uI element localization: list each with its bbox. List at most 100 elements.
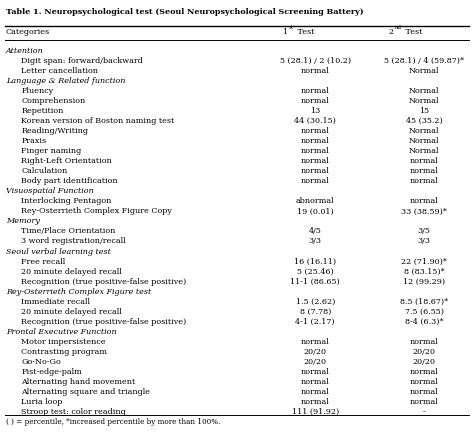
Text: Reading/Writing: Reading/Writing [21,127,88,135]
Text: 16 (16.11): 16 (16.11) [294,257,336,265]
Text: 12 (99.29): 12 (99.29) [403,277,445,285]
Text: 11-1 (86.65): 11-1 (86.65) [291,277,340,285]
Text: 33 (38.59)*: 33 (38.59)* [401,207,447,215]
Text: normal: normal [410,388,438,396]
Text: Immediate recall: Immediate recall [21,298,91,306]
Text: 20 minute delayed recall: 20 minute delayed recall [21,268,122,276]
Text: 3 word registration/recall: 3 word registration/recall [21,237,126,245]
Text: st: st [288,25,293,30]
Text: Letter cancellation: Letter cancellation [21,67,98,75]
Text: Digit span: forward/backward: Digit span: forward/backward [21,57,143,65]
Text: normal: normal [410,378,438,386]
Text: Normal: Normal [409,127,439,135]
Text: 20/20: 20/20 [413,358,436,366]
Text: 3/3: 3/3 [418,237,431,245]
Text: Right-Left Orientation: Right-Left Orientation [21,157,112,165]
Text: 44 (30.15): 44 (30.15) [294,117,336,125]
Text: 7.5 (6.55): 7.5 (6.55) [405,308,444,316]
Text: 3/5: 3/5 [418,227,431,235]
Text: normal: normal [410,167,438,175]
Text: Test: Test [403,28,422,36]
Text: Fluency: Fluency [21,87,54,95]
Text: Free recall: Free recall [21,257,65,265]
Text: Normal: Normal [409,87,439,95]
Text: Normal: Normal [409,97,439,105]
Text: 15: 15 [419,107,429,115]
Text: 8-4 (6.3)*: 8-4 (6.3)* [405,318,444,326]
Text: normal: normal [301,147,329,155]
Text: normal: normal [410,197,438,205]
Text: normal: normal [410,398,438,406]
Text: Alternating hand movement: Alternating hand movement [21,378,136,386]
Text: 13: 13 [310,107,320,115]
Text: Normal: Normal [409,67,439,75]
Text: Seoul verbal learning test: Seoul verbal learning test [6,248,110,256]
Text: 8 (7.78): 8 (7.78) [300,308,331,316]
Text: Comprehension: Comprehension [21,97,86,105]
Text: 5 (28.1) / 2 (10.2): 5 (28.1) / 2 (10.2) [280,57,351,65]
Text: Interlocking Pentagon: Interlocking Pentagon [21,197,112,205]
Text: Korean version of Boston naming test: Korean version of Boston naming test [21,117,174,125]
Text: 20 minute delayed recall: 20 minute delayed recall [21,308,122,316]
Text: Test: Test [295,28,315,36]
Text: 20/20: 20/20 [413,348,436,356]
Text: Calculation: Calculation [21,167,68,175]
Text: Motor impersistence: Motor impersistence [21,338,106,346]
Text: 111 (91.92): 111 (91.92) [292,408,339,416]
Text: Body part identification: Body part identification [21,177,118,185]
Text: normal: normal [301,368,329,376]
Text: Language & Related function: Language & Related function [6,77,125,85]
Text: Normal: Normal [409,147,439,155]
Text: Table 1. Neuropsychological test (Seoul Neuropsychological Screening Battery): Table 1. Neuropsychological test (Seoul … [6,8,363,16]
Text: Frontal Executive Function: Frontal Executive Function [6,328,116,336]
Text: 19 (0.01): 19 (0.01) [297,207,334,215]
Text: 8 (83.15)*: 8 (83.15)* [404,268,445,276]
Text: Categories: Categories [6,28,50,36]
Text: nd: nd [395,25,402,30]
Text: 22 (71.90)*: 22 (71.90)* [401,257,447,265]
Text: normal: normal [301,338,329,346]
Text: Contrasting program: Contrasting program [21,348,107,356]
Text: Visuospatial Function: Visuospatial Function [6,187,93,195]
Text: normal: normal [301,398,329,406]
Text: normal: normal [301,67,329,75]
Text: 20/20: 20/20 [304,348,327,356]
Text: Stroop test: color reading: Stroop test: color reading [21,408,126,416]
Text: 1: 1 [282,28,287,36]
Text: normal: normal [301,127,329,135]
Text: 5 (28.1) / 4 (59.87)*: 5 (28.1) / 4 (59.87)* [384,57,464,65]
Text: Go-No-Go: Go-No-Go [21,358,61,366]
Text: 2: 2 [389,28,394,36]
Text: 4-1 (2.17): 4-1 (2.17) [295,318,335,326]
Text: Memory: Memory [6,218,39,225]
Text: 20/20: 20/20 [304,358,327,366]
Text: 45 (35.2): 45 (35.2) [406,117,443,125]
Text: normal: normal [410,177,438,185]
Text: normal: normal [301,137,329,145]
Text: abnormal: abnormal [296,197,335,205]
Text: Praxis: Praxis [21,137,46,145]
Text: 8.5 (18.67)*: 8.5 (18.67)* [400,298,448,306]
Text: Rey-Osterrieth Complex Figure Copy: Rey-Osterrieth Complex Figure Copy [21,207,172,215]
Text: Recognition (true positive-false positive): Recognition (true positive-false positiv… [21,277,187,285]
Text: normal: normal [410,157,438,165]
Text: normal: normal [301,87,329,95]
Text: Rey-Osterrieth Complex Figure test: Rey-Osterrieth Complex Figure test [6,288,151,296]
Text: normal: normal [410,368,438,376]
Text: Attention: Attention [6,47,44,55]
Text: 4/5: 4/5 [309,227,322,235]
Text: normal: normal [301,167,329,175]
Text: Alternating square and triangle: Alternating square and triangle [21,388,150,396]
Text: 5 (25.46): 5 (25.46) [297,268,334,276]
Text: Fist-edge-palm: Fist-edge-palm [21,368,82,376]
Text: Luria loop: Luria loop [21,398,63,406]
Text: -: - [423,408,426,416]
Text: Time/Place Orientation: Time/Place Orientation [21,227,116,235]
Text: normal: normal [301,97,329,105]
Text: normal: normal [301,388,329,396]
Text: Finger naming: Finger naming [21,147,82,155]
Text: ( ) = percentile, *increased percentile by more than 100%.: ( ) = percentile, *increased percentile … [6,418,220,426]
Text: Normal: Normal [409,137,439,145]
Text: Repetition: Repetition [21,107,64,115]
Text: normal: normal [410,338,438,346]
